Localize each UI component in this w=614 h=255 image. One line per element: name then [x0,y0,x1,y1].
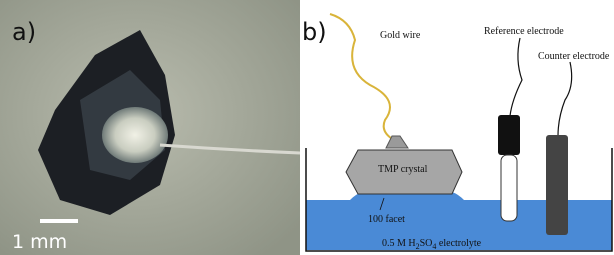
ref-label: Reference electrode [484,26,564,37]
figure: a) 1 mm b) TMP crystal 100 facet Gold wi… [0,0,614,255]
panel-label: b) [302,18,327,46]
contact-blob [102,107,168,163]
gold-wire-label: Gold wire [380,30,421,41]
panel-label: a) [12,18,36,46]
counter-wire [558,62,572,136]
text-part: electrolyte [436,238,481,249]
ref-wire [510,38,522,116]
schematic: b) TMP crystal 100 facet Gold wire Refer… [302,14,612,251]
ref-electrode-cap [498,115,520,155]
counter-label: Counter electrode [538,51,610,62]
crystal-label: TMP crystal [378,164,428,175]
text-part: SO [420,238,433,249]
photo: a) 1 mm [0,0,300,255]
ref-electrode-tube [501,155,517,221]
counter-electrode [546,135,568,235]
facet-label: 100 facet [368,214,405,225]
text-part: 0.5 M H [382,238,416,249]
scale-label: 1 mm [12,231,67,253]
